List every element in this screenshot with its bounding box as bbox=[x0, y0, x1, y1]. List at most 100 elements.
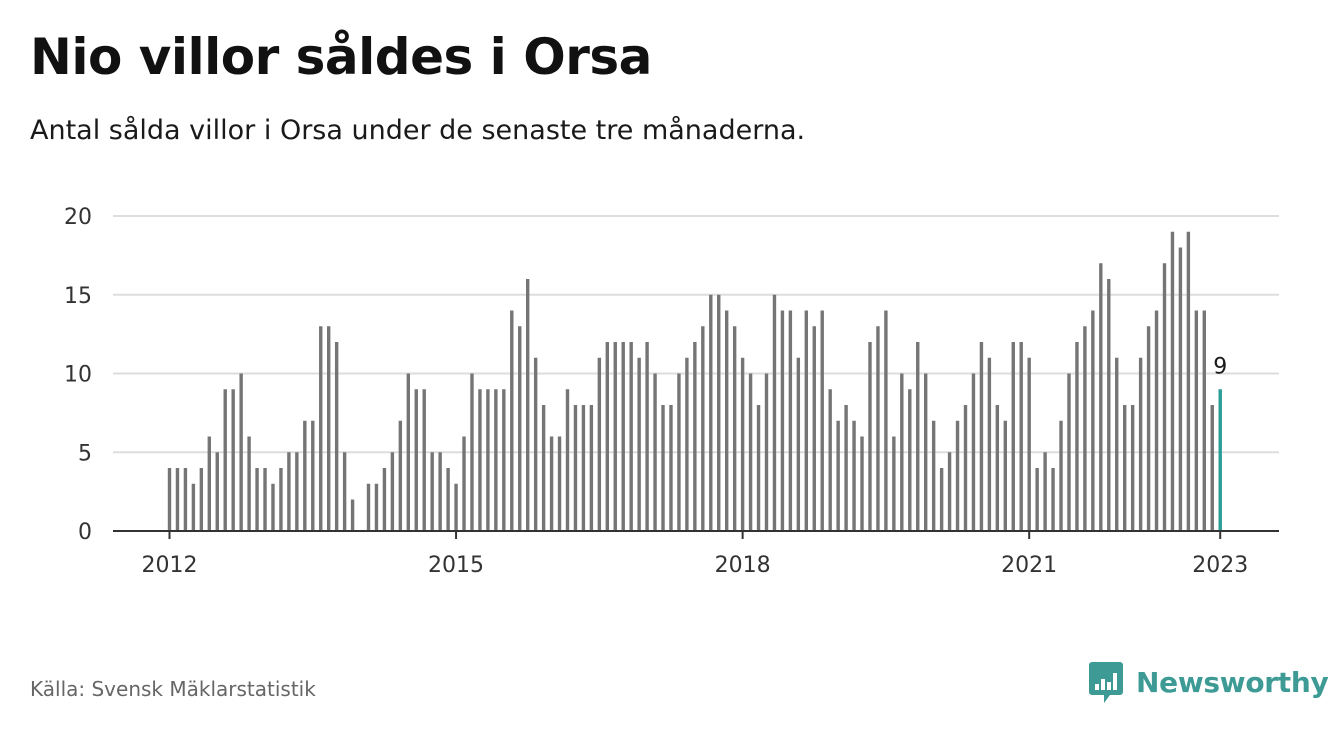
bar bbox=[366, 483, 371, 531]
bar bbox=[1162, 263, 1167, 531]
bar bbox=[1186, 231, 1191, 531]
bar bbox=[382, 468, 387, 531]
bar bbox=[478, 389, 482, 531]
bar bbox=[748, 373, 753, 531]
y-tick-label: 15 bbox=[64, 284, 92, 309]
bar bbox=[271, 483, 275, 531]
brand-logo[interactable]: Newsworthy bbox=[1088, 660, 1329, 704]
bar bbox=[334, 342, 339, 531]
bar bbox=[931, 420, 936, 531]
bar bbox=[1091, 310, 1095, 531]
bar bbox=[207, 436, 211, 531]
bar bbox=[1210, 405, 1214, 531]
bar bbox=[215, 452, 219, 531]
bar bbox=[319, 326, 323, 531]
bar bbox=[167, 468, 172, 531]
bar-chart-logo-icon bbox=[1089, 662, 1123, 703]
bar bbox=[884, 310, 888, 531]
bar bbox=[1083, 326, 1087, 531]
bar bbox=[255, 468, 259, 531]
x-tick-label: 2023 bbox=[1192, 553, 1248, 578]
source-text: Källa: Svensk Mäklarstatistik bbox=[30, 677, 316, 701]
bar bbox=[1027, 357, 1031, 531]
bar bbox=[836, 420, 840, 531]
bar bbox=[223, 389, 227, 531]
bar bbox=[693, 342, 697, 531]
bar bbox=[740, 357, 745, 531]
bar bbox=[756, 405, 761, 531]
bar bbox=[526, 279, 530, 531]
bar bbox=[987, 357, 992, 531]
bar bbox=[406, 373, 410, 531]
bar bbox=[732, 326, 737, 531]
bar bbox=[581, 405, 586, 531]
bar bbox=[995, 405, 1000, 531]
bar bbox=[661, 405, 665, 531]
y-tick-label: 10 bbox=[64, 363, 92, 388]
bar bbox=[430, 452, 434, 531]
bar bbox=[1059, 420, 1063, 531]
bar bbox=[1194, 310, 1199, 531]
bar bbox=[1099, 263, 1103, 531]
bar bbox=[263, 468, 267, 531]
bar bbox=[892, 436, 896, 531]
x-tick-label: 2015 bbox=[428, 553, 484, 578]
bar bbox=[621, 342, 625, 531]
bar bbox=[653, 373, 657, 531]
bar bbox=[502, 389, 506, 531]
bar bbox=[350, 499, 355, 531]
bar bbox=[414, 389, 418, 531]
bar bbox=[939, 468, 944, 531]
bar bbox=[510, 310, 514, 531]
bar bbox=[979, 342, 984, 531]
bar bbox=[812, 326, 816, 531]
bar bbox=[342, 452, 347, 531]
bar bbox=[1043, 452, 1047, 531]
bar bbox=[852, 420, 856, 531]
bar bbox=[1019, 342, 1023, 531]
bar bbox=[764, 373, 769, 531]
bar bbox=[549, 436, 554, 531]
bar bbox=[1115, 357, 1119, 531]
bar bbox=[287, 452, 291, 531]
bar bbox=[573, 405, 578, 531]
bar bbox=[971, 373, 976, 531]
bar bbox=[518, 326, 522, 531]
bar bbox=[191, 483, 196, 531]
bar bbox=[717, 294, 721, 531]
bar bbox=[613, 342, 617, 531]
bar bbox=[947, 452, 952, 531]
bar bbox=[311, 420, 315, 531]
bar bbox=[860, 436, 864, 531]
bar bbox=[685, 357, 689, 531]
bar bbox=[1178, 247, 1183, 531]
bar bbox=[279, 468, 283, 531]
bar bbox=[446, 468, 450, 531]
bar bbox=[876, 326, 880, 531]
bar bbox=[629, 342, 633, 531]
bar bbox=[1130, 405, 1135, 531]
bar bbox=[828, 389, 832, 531]
bar bbox=[788, 310, 793, 531]
bar bbox=[955, 420, 960, 531]
bar bbox=[1202, 310, 1206, 531]
bar bbox=[1123, 405, 1127, 531]
bar bbox=[709, 294, 713, 531]
bar bbox=[725, 310, 729, 531]
bar bbox=[868, 342, 872, 531]
bar bbox=[796, 357, 801, 531]
bar bbox=[533, 357, 538, 531]
bar bbox=[183, 468, 188, 531]
bar-highlight bbox=[1218, 389, 1222, 531]
bar bbox=[1138, 357, 1143, 531]
y-tick-label: 5 bbox=[78, 441, 92, 466]
bar bbox=[1154, 310, 1159, 531]
bar bbox=[780, 310, 785, 531]
bar bbox=[390, 452, 395, 531]
bar bbox=[900, 373, 904, 531]
bar bbox=[924, 373, 928, 531]
bar bbox=[677, 373, 681, 531]
bar bbox=[605, 342, 609, 531]
bar bbox=[1035, 468, 1039, 531]
